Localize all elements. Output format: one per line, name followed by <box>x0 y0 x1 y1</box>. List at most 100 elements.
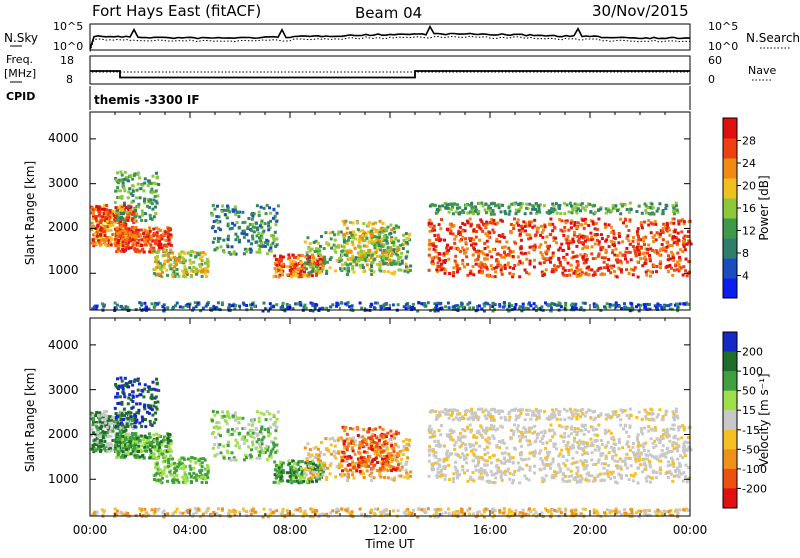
power-cell <box>666 265 669 268</box>
power-cell <box>478 263 481 266</box>
power-cell <box>131 194 134 197</box>
velocity-cell <box>289 466 292 469</box>
power-cell <box>153 215 156 218</box>
power-cell <box>393 244 396 247</box>
power-cell <box>288 256 291 259</box>
power-cell <box>202 307 205 310</box>
power-cell <box>152 175 155 178</box>
power-cell <box>306 251 309 254</box>
power-cell <box>350 250 353 253</box>
power-cell <box>376 263 379 266</box>
power-cell <box>596 305 599 308</box>
velocity-cell <box>105 444 108 447</box>
velocity-cell <box>193 457 196 460</box>
power-cell <box>558 302 561 305</box>
power-cell <box>477 210 480 213</box>
power-cell <box>589 232 592 235</box>
power-cell <box>676 242 679 245</box>
power-cell <box>493 213 496 216</box>
power-cell <box>199 265 202 268</box>
velocity-cell <box>624 457 627 460</box>
velocity-cell <box>353 466 356 469</box>
power-cell <box>195 255 198 258</box>
power-cell <box>364 255 367 258</box>
power-cell <box>358 238 361 241</box>
velocity-cell <box>119 437 122 440</box>
velocity-cell <box>371 467 374 470</box>
power-cell <box>642 236 645 239</box>
power-cell <box>585 259 588 262</box>
power-cell <box>673 212 676 215</box>
power-cell <box>249 248 252 251</box>
power-cell <box>591 245 594 248</box>
velocity-cell <box>195 474 198 477</box>
power-cell <box>275 258 278 261</box>
velocity-cell <box>341 459 344 462</box>
velocity-cell <box>130 452 133 455</box>
power-cell <box>151 202 154 205</box>
velocity-cell <box>261 438 264 441</box>
power-cell <box>528 221 531 224</box>
power-cell <box>122 182 125 185</box>
power-cell <box>386 242 389 245</box>
power-cell <box>337 231 340 234</box>
power-cell <box>446 203 449 206</box>
velocity-cell <box>153 388 156 391</box>
power-cell <box>124 171 127 174</box>
velocity-cell <box>221 411 224 414</box>
velocity-cell <box>140 425 143 428</box>
power-cell <box>160 268 163 271</box>
velocity-cell <box>286 471 289 474</box>
noise-panel: 10^5 10^0 10^5 10^0 <box>53 20 738 53</box>
power-cell <box>525 271 528 274</box>
velocity-cell <box>621 446 624 449</box>
power-cell <box>496 222 499 225</box>
velocity-cell <box>154 418 157 421</box>
velocity-cell <box>223 457 226 460</box>
velocity-cell <box>162 460 165 463</box>
power-cell <box>423 302 426 305</box>
velocity-cell <box>317 458 320 461</box>
power-cell <box>608 245 611 248</box>
power-cell <box>440 263 443 266</box>
power-cell <box>279 255 282 258</box>
power-cell <box>212 204 215 207</box>
power-cell <box>676 268 679 271</box>
power-cell <box>144 243 147 246</box>
power-cell <box>204 253 207 256</box>
power-cell <box>495 259 498 262</box>
power-cell <box>495 238 498 241</box>
power-cell <box>616 275 619 278</box>
power-cell <box>392 262 395 265</box>
velocity-cell <box>266 458 269 461</box>
power-cell <box>139 196 142 199</box>
power-cell <box>387 263 390 266</box>
power-cell <box>250 229 253 232</box>
power-cell <box>195 305 198 308</box>
power-cell <box>630 208 633 211</box>
velocity-cell <box>559 467 562 470</box>
power-cell <box>501 273 504 276</box>
power-cell <box>629 202 632 205</box>
velocity-cell <box>390 478 393 481</box>
velocity-cell <box>313 447 316 450</box>
power-cell <box>583 246 586 249</box>
power-cell <box>222 239 225 242</box>
power-cell <box>315 274 318 277</box>
power-cell <box>247 217 250 220</box>
velocity-cell <box>394 444 397 447</box>
power-cell <box>461 236 464 239</box>
power-cell <box>121 174 124 177</box>
power-cell <box>176 260 179 263</box>
power-cell <box>334 269 337 272</box>
power-cell <box>125 242 128 245</box>
power-cell <box>379 248 382 251</box>
power-cell <box>354 247 357 250</box>
velocity-cell <box>146 446 149 449</box>
velocity-cell <box>127 411 130 414</box>
velocity-cell <box>182 464 185 467</box>
power-cell <box>644 306 647 309</box>
power-cell <box>297 257 300 260</box>
power-cell <box>417 301 420 304</box>
